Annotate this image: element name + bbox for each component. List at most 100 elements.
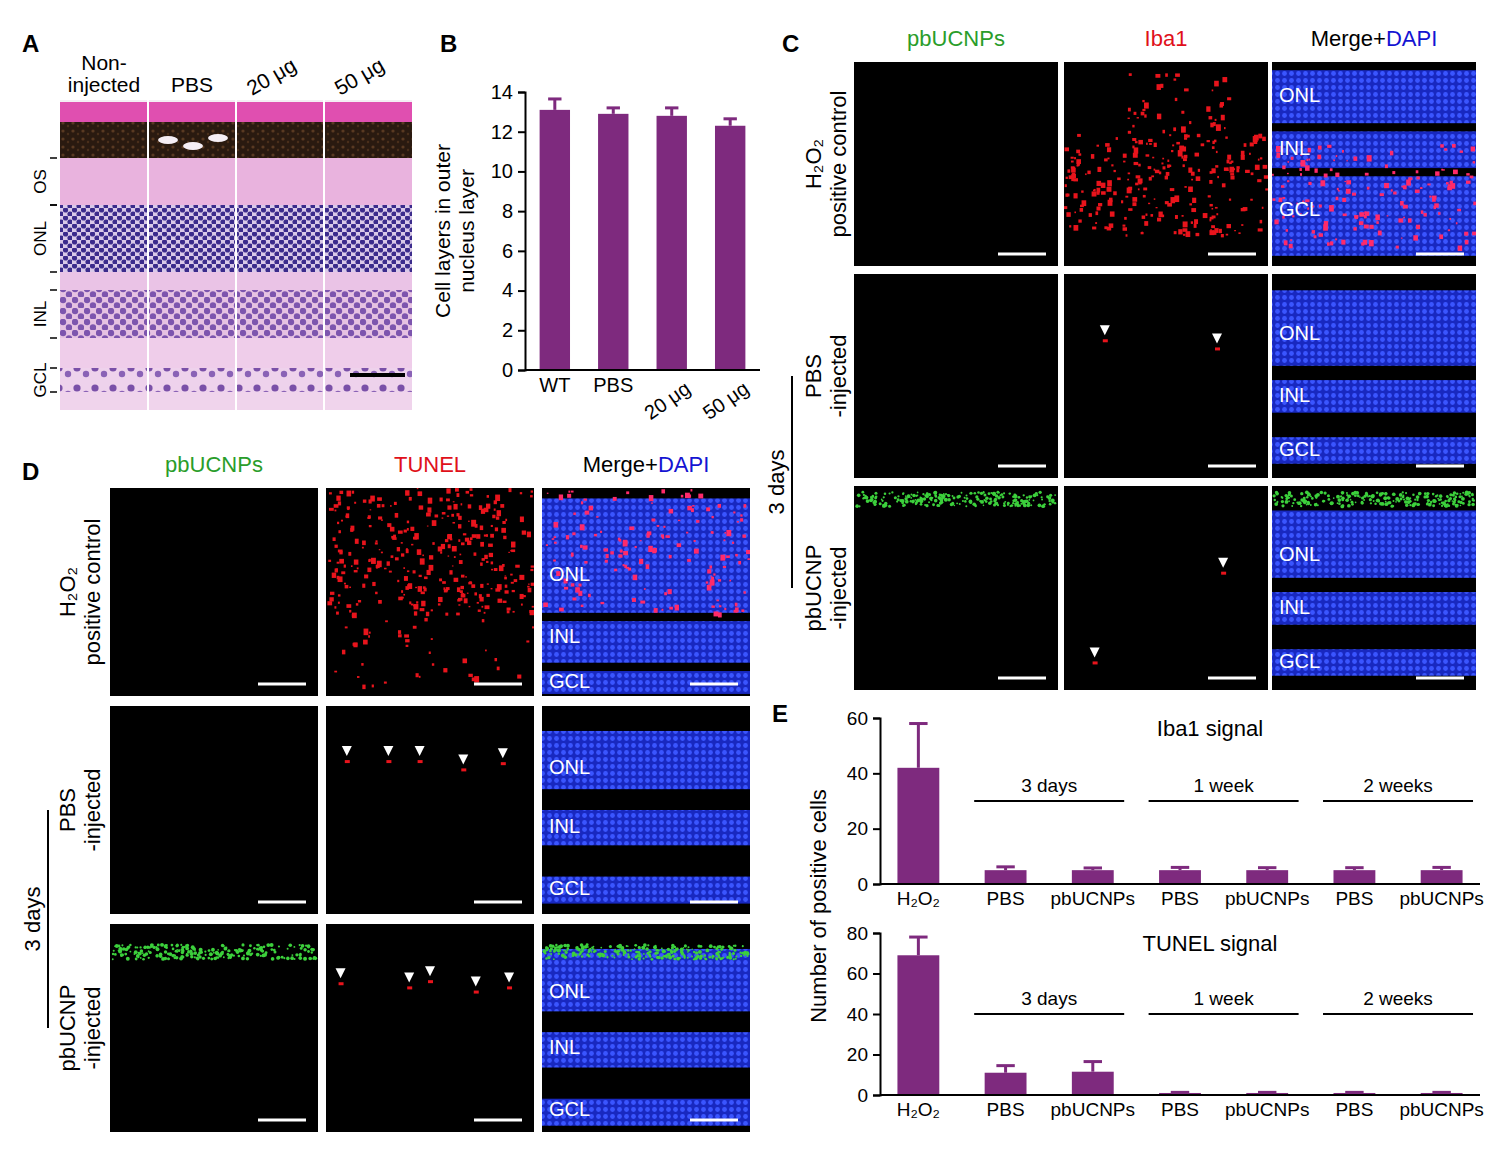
tissue-layer xyxy=(60,272,148,290)
stain-spot xyxy=(1343,213,1347,216)
particle-spot xyxy=(1300,505,1302,507)
particle-spot xyxy=(969,500,973,504)
stain-spot xyxy=(1194,219,1198,224)
particle-spot xyxy=(874,492,877,495)
stain-spot xyxy=(1222,77,1227,82)
stain-spot xyxy=(344,583,346,585)
stain-spot xyxy=(335,510,337,512)
particle-spot xyxy=(219,953,222,956)
particle-spot xyxy=(862,498,864,500)
stain-spot xyxy=(1444,148,1447,150)
stain-spot xyxy=(479,505,482,510)
particle-spot xyxy=(896,500,898,502)
particle-spot xyxy=(172,948,175,951)
stain-spot xyxy=(583,545,588,549)
stain-spot xyxy=(1173,127,1176,131)
stain-spot xyxy=(1224,127,1226,129)
tick-mark xyxy=(873,1095,880,1097)
stain-spot xyxy=(740,518,743,521)
panel-letter: E xyxy=(772,700,788,727)
particle-spot xyxy=(1012,502,1014,504)
stain-spot xyxy=(1188,187,1193,192)
particle-spot xyxy=(1371,494,1375,498)
layer-label: GCL xyxy=(549,877,590,899)
stain-spot xyxy=(511,542,515,548)
arrowhead xyxy=(498,748,508,758)
x-axis-line xyxy=(880,1094,1480,1096)
stain-spot xyxy=(1184,155,1188,158)
stain-spot xyxy=(501,528,506,533)
particle-spot xyxy=(156,954,159,957)
stain-spot xyxy=(1289,244,1293,248)
particle-spot xyxy=(1399,493,1403,497)
bar-chart: 020406080H₂O₂PBSpbUCNPsPBSpbUCNPsPBSpbUC… xyxy=(806,789,1484,1120)
x-tick: PBS xyxy=(1161,1095,1199,1120)
stain-spot xyxy=(426,513,431,517)
stain-spot xyxy=(448,555,450,556)
x-tick: pbUCNPs xyxy=(1225,884,1309,909)
particle-spot xyxy=(214,957,217,960)
tissue-layer xyxy=(60,368,148,392)
particle-spot xyxy=(136,954,140,958)
stain-spot xyxy=(1134,162,1139,165)
stain-spot xyxy=(378,516,382,519)
stain-spot xyxy=(456,613,460,616)
stain-spot xyxy=(1241,208,1246,211)
stain-spot xyxy=(692,505,694,507)
particle-spot xyxy=(992,492,996,496)
stain-spot xyxy=(1128,108,1131,112)
stain-spot xyxy=(531,565,534,567)
particle-spot xyxy=(905,495,907,497)
stain-spot xyxy=(1262,137,1266,141)
particle-spot xyxy=(925,495,929,499)
stain-spot xyxy=(1408,218,1412,222)
particle-spot xyxy=(1017,496,1020,499)
stain-spot xyxy=(401,597,404,599)
stain-spot xyxy=(336,568,338,571)
group-label: 1 week xyxy=(1194,775,1255,796)
particle-spot xyxy=(1024,500,1027,503)
stain-spot xyxy=(543,602,548,607)
stain-spot xyxy=(344,565,346,568)
stain-spot xyxy=(390,527,395,532)
stain-spot xyxy=(463,533,466,535)
stain-spot xyxy=(458,524,461,528)
micrograph xyxy=(1064,274,1268,478)
stain-spot xyxy=(520,516,524,522)
stain-spot xyxy=(431,638,433,640)
stain-spot xyxy=(459,554,461,556)
particle-spot xyxy=(112,953,114,955)
stain-spot xyxy=(453,504,457,510)
stain-spot xyxy=(1166,172,1170,176)
stain-spot xyxy=(1385,164,1388,168)
particle-spot xyxy=(1288,492,1290,494)
particle-spot xyxy=(1003,502,1005,504)
stain-spot xyxy=(604,548,608,551)
particle-spot xyxy=(1288,500,1290,502)
stain-spot xyxy=(1429,196,1431,198)
stain-spot xyxy=(407,521,409,524)
particle-spot xyxy=(308,957,311,960)
particle-spot xyxy=(988,492,991,495)
stain-spot xyxy=(1435,171,1439,175)
stain-spot xyxy=(1209,116,1213,119)
stain-spot xyxy=(1078,153,1081,155)
stain-spot xyxy=(1206,106,1210,112)
stain-spot xyxy=(364,629,369,636)
stain-spot xyxy=(435,514,439,517)
stain-spot xyxy=(710,580,715,586)
particle-spot xyxy=(937,496,941,500)
stain-spot xyxy=(1324,174,1328,178)
particle-spot xyxy=(1409,504,1411,506)
stain-spot xyxy=(1103,339,1108,342)
image-background xyxy=(1272,62,1476,266)
stain-spot xyxy=(1064,206,1067,209)
nuclear-layer xyxy=(1272,380,1476,413)
x-tick: 50 μg xyxy=(699,370,753,424)
stain-spot xyxy=(368,559,370,562)
column-header: PBS xyxy=(171,73,213,96)
particle-spot xyxy=(1041,496,1043,498)
stain-spot xyxy=(527,586,529,588)
column-header: pbUCNPs xyxy=(165,452,263,477)
stain-spot xyxy=(1128,172,1130,174)
